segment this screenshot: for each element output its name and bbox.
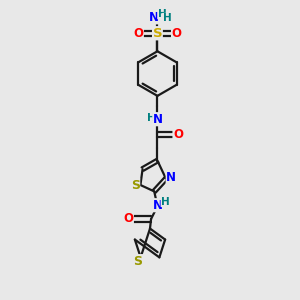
Text: H: H [161, 196, 170, 207]
Text: O: O [173, 128, 183, 141]
Text: H: H [163, 14, 171, 23]
Text: N: N [166, 171, 176, 184]
Text: H: H [147, 113, 156, 123]
Text: N: N [148, 11, 159, 24]
Text: O: O [133, 27, 143, 40]
Text: S: S [130, 178, 140, 191]
Text: S: S [134, 255, 142, 268]
Text: H: H [158, 9, 167, 19]
Text: S: S [153, 27, 162, 40]
Text: O: O [172, 27, 182, 40]
Text: N: N [153, 199, 163, 212]
Text: O: O [123, 212, 133, 226]
Text: N: N [153, 113, 163, 126]
